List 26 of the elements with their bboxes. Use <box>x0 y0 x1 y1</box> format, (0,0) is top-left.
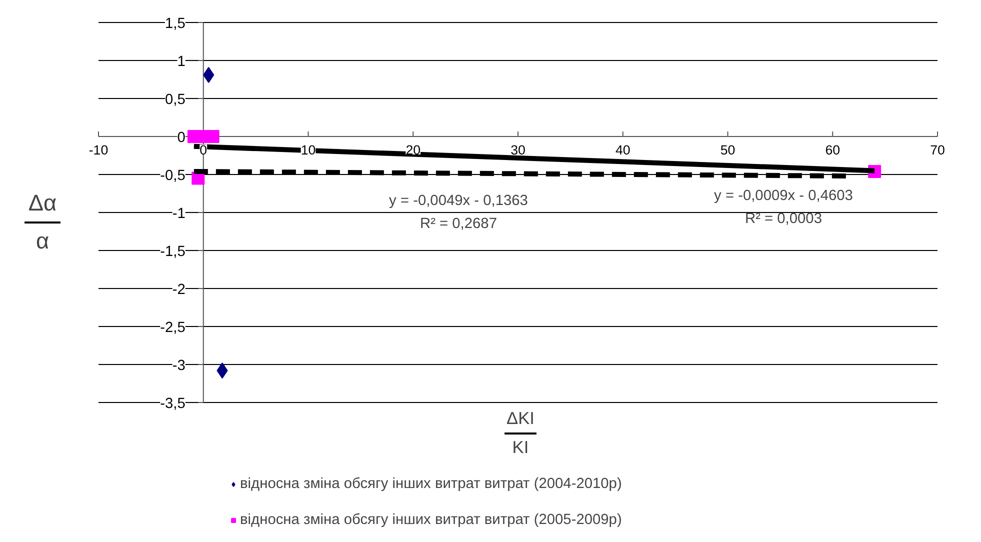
y-tick-label: -2 <box>172 282 186 298</box>
legend-label: відносна зміна обсягу інших витрат витрат (2004-2010р) <box>240 476 622 492</box>
y-tick-label: -1,5 <box>160 244 186 260</box>
x-tick-label: 60 <box>825 142 840 158</box>
x-tick-label: 30 <box>510 142 526 158</box>
y-tick-label: -3,5 <box>160 396 186 412</box>
x-tick-label: 10 <box>300 142 316 158</box>
x-tick-label: 0 <box>200 142 208 158</box>
y-tick-label: 0 <box>177 130 186 146</box>
x-tick-label: 20 <box>406 142 421 158</box>
annotation: y = -0,0009x - 0,4603 R² = 0,0003 <box>714 188 853 228</box>
y-tick-label: -3 <box>172 358 186 374</box>
y-tick-label: -0,5 <box>160 168 186 184</box>
y-tick-label: -1 <box>172 206 186 222</box>
x-axis-title: ΔKI KI <box>506 408 534 457</box>
y-tick-label: 0,5 <box>165 92 186 108</box>
y-tick-label: 1,5 <box>165 16 186 32</box>
y-tick-label: 1 <box>177 54 186 70</box>
y-axis-title: Δα α <box>28 190 57 254</box>
x-tick-label: -10 <box>88 142 108 158</box>
x-tick-label: 70 <box>930 142 945 158</box>
x-tick-label: 50 <box>720 142 736 158</box>
y-tick-label: -2,5 <box>160 320 186 336</box>
annotation: y = -0,0049x - 0,1363 R² = 0,2687 <box>389 192 528 232</box>
x-tick-label: 40 <box>615 142 630 158</box>
legend-label: відносна зміна обсягу інших витрат витрат (2005-2009р) <box>240 512 622 528</box>
